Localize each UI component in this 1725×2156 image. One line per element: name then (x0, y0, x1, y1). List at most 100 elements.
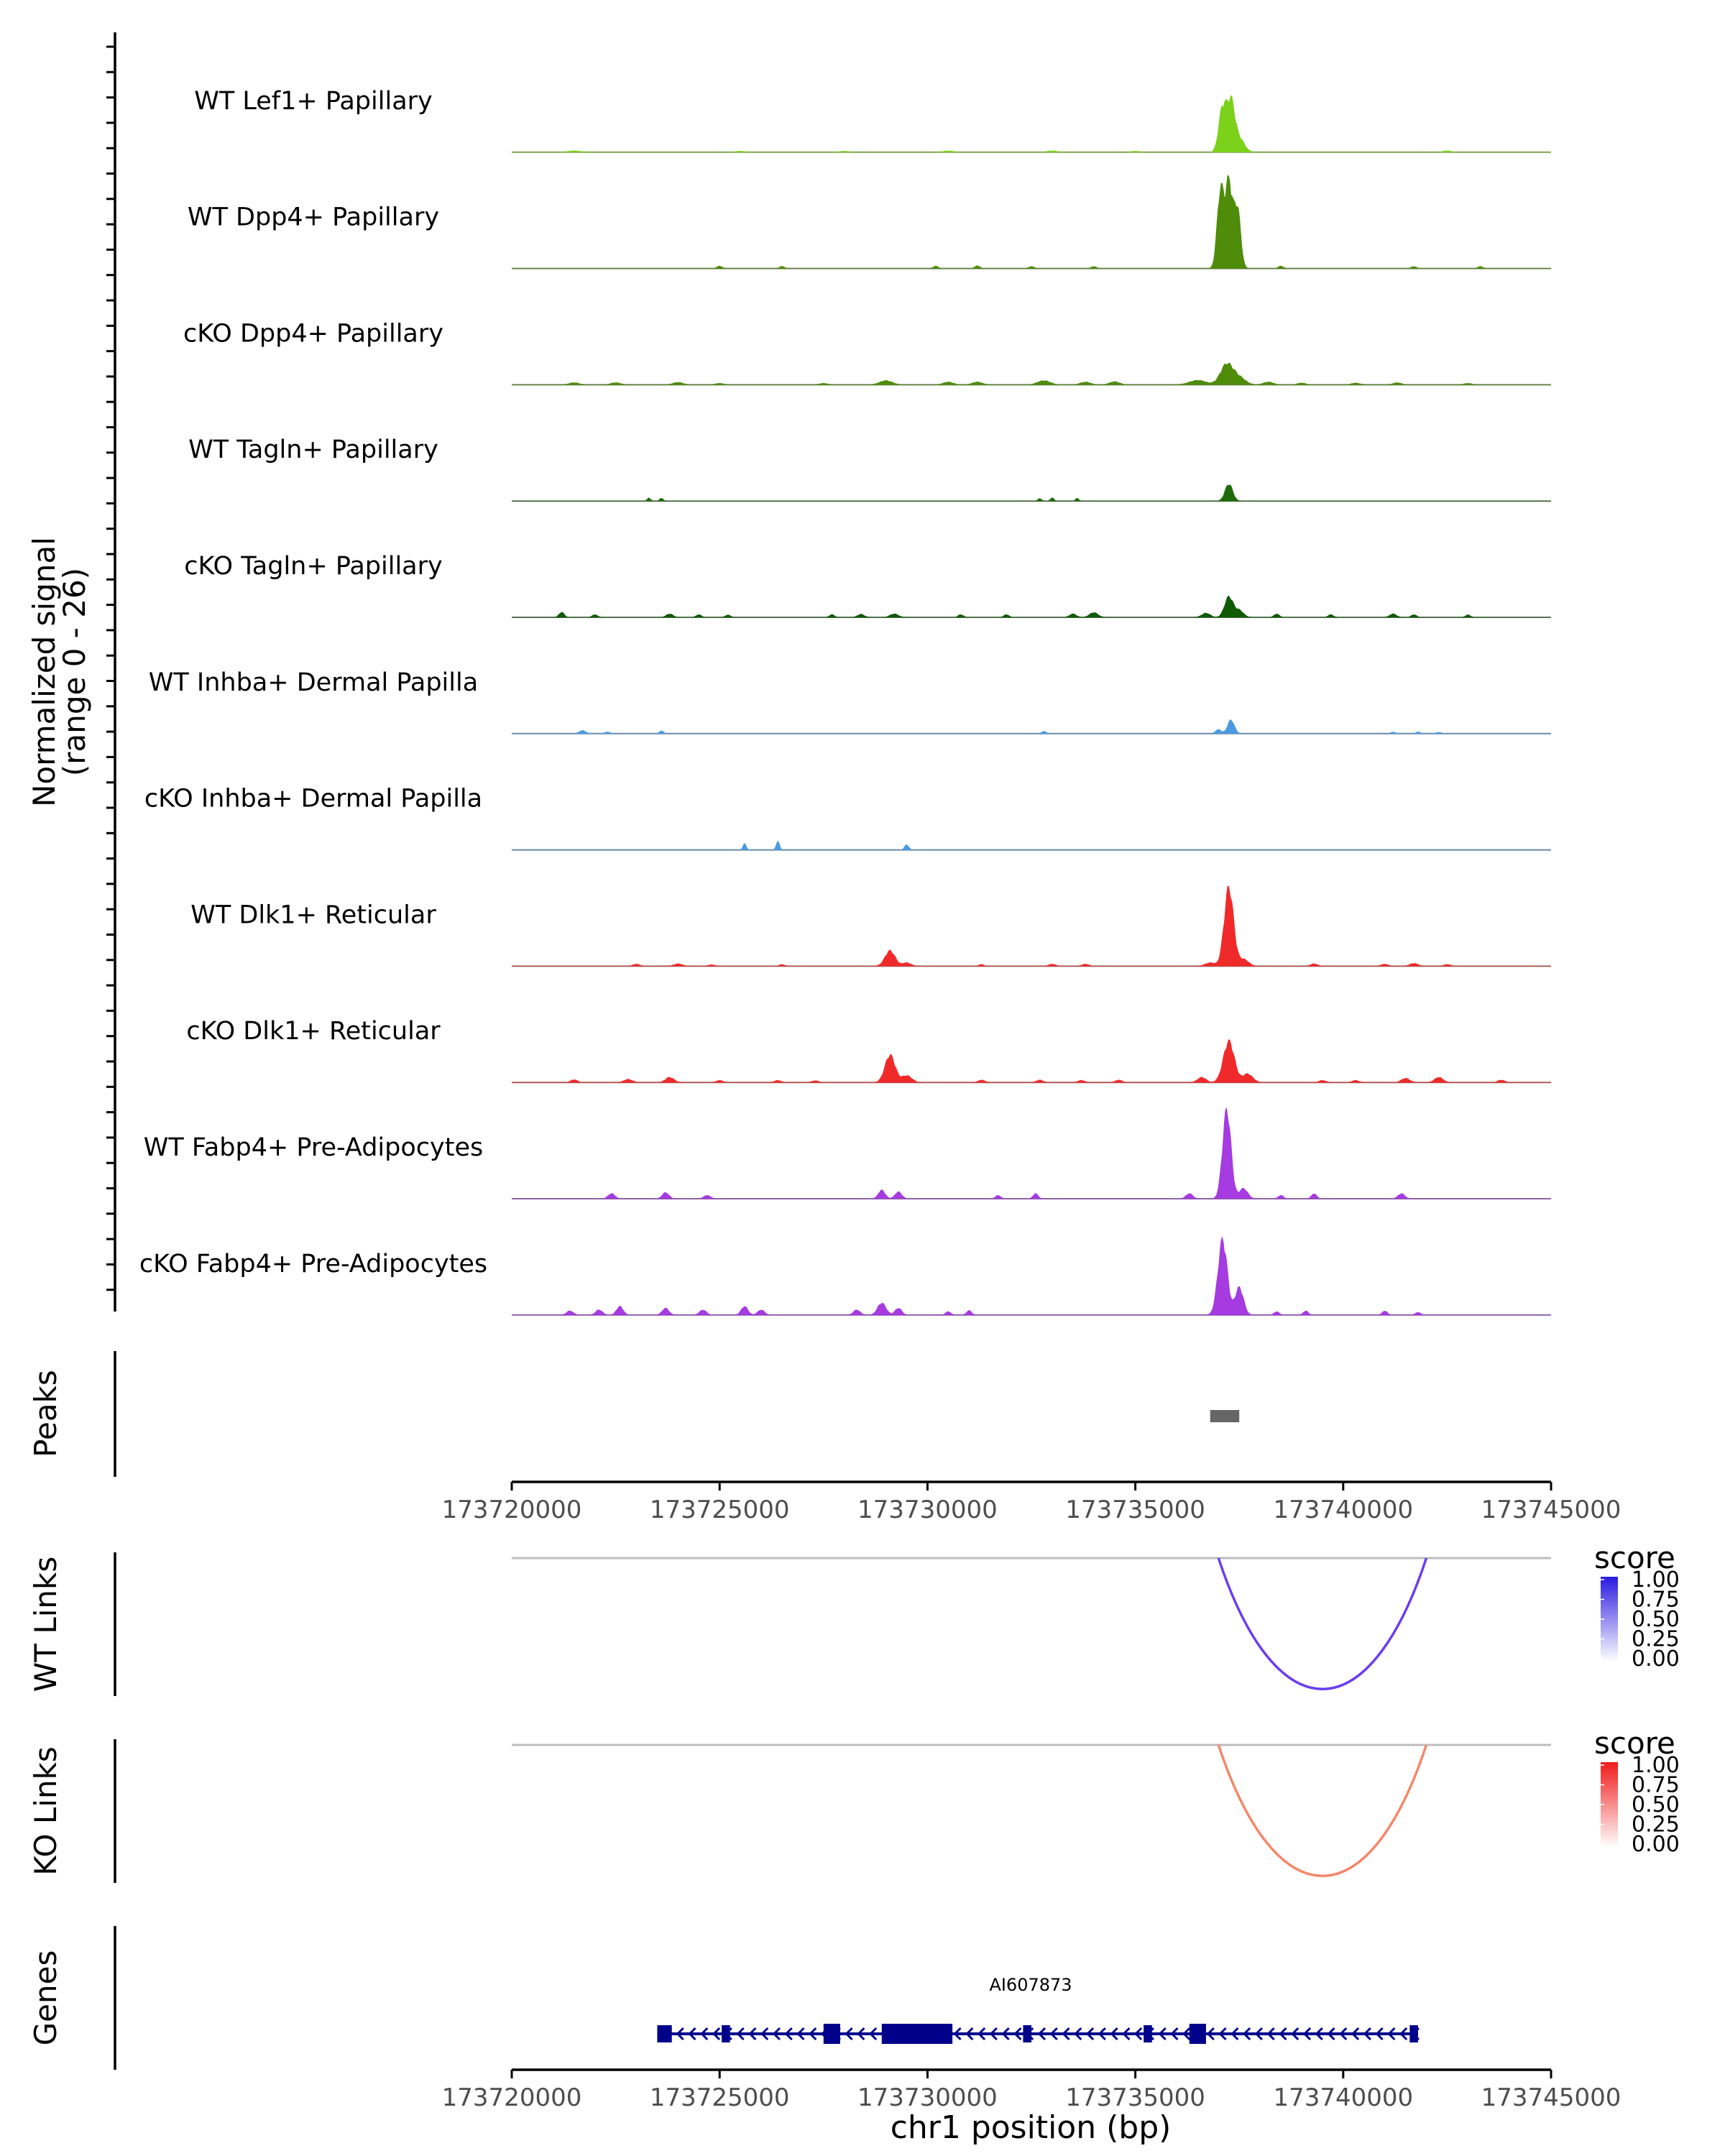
strand-arrow (1302, 2027, 1312, 2041)
gene-exon (722, 2025, 730, 2042)
strand-arrow (1182, 2027, 1191, 2041)
strand-arrow (1122, 2027, 1131, 2041)
strand-arrow (1279, 2027, 1287, 2041)
coverage-track: WT Tagln+ Papillary (188, 436, 1551, 502)
peaks-panel: Peaks (28, 1351, 1240, 1477)
coverage-y-range-label: (range 0 - 26) (57, 568, 92, 776)
coverage-signal-area (512, 1039, 1551, 1083)
coverage-signal-area (512, 1107, 1551, 1199)
gene-exon (657, 2025, 672, 2042)
strand-arrow (1351, 2027, 1360, 2041)
coverage-track: WT Fabp4+ Pre-Adipocytes (144, 1107, 1551, 1199)
ko-links-label: KO Links (28, 1746, 63, 1876)
peak-rect (1210, 1410, 1240, 1422)
strand-arrow (1062, 2027, 1070, 2041)
strand-arrow (1085, 2027, 1095, 2041)
strand-arrow (736, 2027, 745, 2041)
strand-arrow (1110, 2027, 1118, 2041)
strand-arrow (809, 2027, 817, 2041)
coverage-track: cKO Fabp4+ Pre-Adipocytes (139, 1236, 1551, 1316)
coverage-signal-area (512, 595, 1551, 618)
coverage-signal-area (512, 719, 1551, 734)
position-axis-top: 173720000 173725000 173730000 173735000 1737… (442, 1480, 1621, 1524)
gene-exon (1144, 2025, 1152, 2042)
track-label: cKO Inhba+ Dermal Papilla (144, 785, 482, 814)
legend-tick-label: 0.00 (1632, 1832, 1680, 1857)
coverage-y-label: Normalized signal (27, 537, 62, 807)
ko-links-panel: KO Links (28, 1739, 1551, 1883)
strand-arrow (953, 2027, 962, 2041)
strand-arrow (1037, 2027, 1046, 2041)
gene-exon (1409, 2025, 1418, 2042)
strand-arrow (1375, 2027, 1384, 2041)
strand-arrow (1074, 2027, 1082, 2041)
strand-arrow (845, 2027, 853, 2041)
position-axis-bottom: 173720000 173725000 173730000 173735000 1737… (442, 2068, 1622, 2146)
link-arc (1217, 1557, 1428, 1690)
strand-arrow (1013, 2027, 1022, 2041)
x-tick-label: 173725000 (650, 2083, 790, 2112)
strand-arrow (1399, 2027, 1408, 2041)
track-label: WT Inhba+ Dermal Papilla (149, 668, 478, 697)
gene-exon (823, 2024, 840, 2044)
strand-arrow (1387, 2027, 1396, 2041)
legend-tick-label: 1.00 (1632, 1567, 1680, 1593)
legend-title: score (1594, 1726, 1675, 1761)
strand-arrow (1291, 2027, 1300, 2041)
strand-arrow (1266, 2027, 1275, 2041)
strand-arrow (772, 2027, 781, 2041)
wt-links-label: WT Links (28, 1557, 63, 1692)
coverage-signal-area (512, 885, 1551, 967)
track-label: WT Dpp4+ Papillary (188, 203, 439, 232)
strand-arrow (1363, 2027, 1371, 2041)
coverage-signal-area (512, 175, 1551, 269)
strand-arrow (1158, 2027, 1167, 2041)
coverage-y-ticks (106, 45, 115, 1291)
strand-arrow (1206, 2027, 1215, 2041)
x-tick-label: 173735000 (1065, 1496, 1205, 1524)
strand-arrow (676, 2027, 684, 2041)
track-label: cKO Dpp4+ Papillary (183, 319, 443, 348)
track-label: WT Tagln+ Papillary (188, 436, 438, 464)
strand-arrow (1230, 2027, 1239, 2041)
x-tick-label: 173740000 (1273, 2083, 1413, 2112)
strand-arrow (1315, 2027, 1323, 2041)
coverage-track: WT Lef1+ Papillary (194, 87, 1551, 153)
legend-tick-label: 0.50 (1632, 1792, 1680, 1818)
coverage-signal-area (512, 484, 1551, 502)
track-label: cKO Dlk1+ Reticular (186, 1017, 441, 1046)
coverage-track: WT Dlk1+ Reticular (190, 885, 1551, 967)
strand-arrow (1098, 2027, 1106, 2041)
strand-arrow (700, 2027, 709, 2041)
genes-panel: Genes AI607873 (28, 1926, 1420, 2070)
gene-exon (881, 2024, 953, 2044)
coverage-track: cKO Dpp4+ Papillary (183, 319, 1551, 386)
link-arc (1217, 1744, 1428, 1877)
coverage-tracks: WT Lef1+ Papillary WT Dpp4+ Papillary cKO … (139, 87, 1551, 1316)
axis2-ticks: 173720000 173725000 173730000 173735000 1737… (442, 2070, 1622, 2112)
strand-arrow (748, 2027, 757, 2041)
wt-links-arcs (512, 1557, 1551, 1690)
peaks-label: Peaks (28, 1370, 63, 1457)
strand-arrow (1134, 2027, 1143, 2041)
strand-arrow (1218, 2027, 1227, 2041)
x-tick-label: 173735000 (1065, 2083, 1205, 2112)
legend-tick-label: 0.75 (1632, 1588, 1680, 1613)
genes-label: Genes (28, 1950, 63, 2046)
coverage-signal-area (512, 362, 1551, 385)
wt-links-panel: WT Links (28, 1552, 1551, 1696)
strand-arrow (796, 2027, 805, 2041)
x-tick-label: 173745000 (1481, 2083, 1622, 2112)
legend-tick-label: 0.50 (1632, 1607, 1680, 1632)
strand-arrow (1001, 2027, 1010, 2041)
axis1-ticks: 173720000 173725000 173730000 173735000 1737… (442, 1482, 1621, 1524)
coverage-track: WT Dpp4+ Papillary (188, 175, 1551, 270)
strand-arrow (1170, 2027, 1179, 2041)
strand-arrow (1254, 2027, 1263, 2041)
x-tick-label: 173740000 (1273, 1496, 1413, 1524)
score-legends: score1.000.750.500.250.00score1.000.750.… (1594, 1540, 1680, 1857)
legend-title: score (1594, 1540, 1675, 1575)
strand-arrow (989, 2027, 998, 2041)
coverage-panel: Normalized signal (range 0 - 26) WT Lef1… (27, 32, 1551, 1316)
